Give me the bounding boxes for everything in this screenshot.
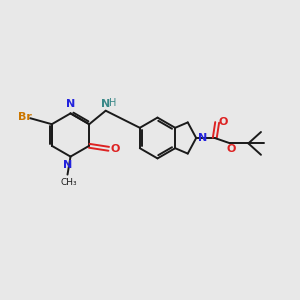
Text: N: N [198, 133, 207, 143]
Text: N: N [66, 99, 75, 109]
Text: H: H [109, 98, 116, 108]
Text: Br: Br [18, 112, 32, 122]
Text: O: O [218, 117, 228, 127]
Text: O: O [226, 144, 236, 154]
Text: N: N [101, 99, 110, 109]
Text: CH₃: CH₃ [61, 178, 78, 187]
Text: O: O [110, 144, 119, 154]
Text: N: N [64, 160, 73, 170]
